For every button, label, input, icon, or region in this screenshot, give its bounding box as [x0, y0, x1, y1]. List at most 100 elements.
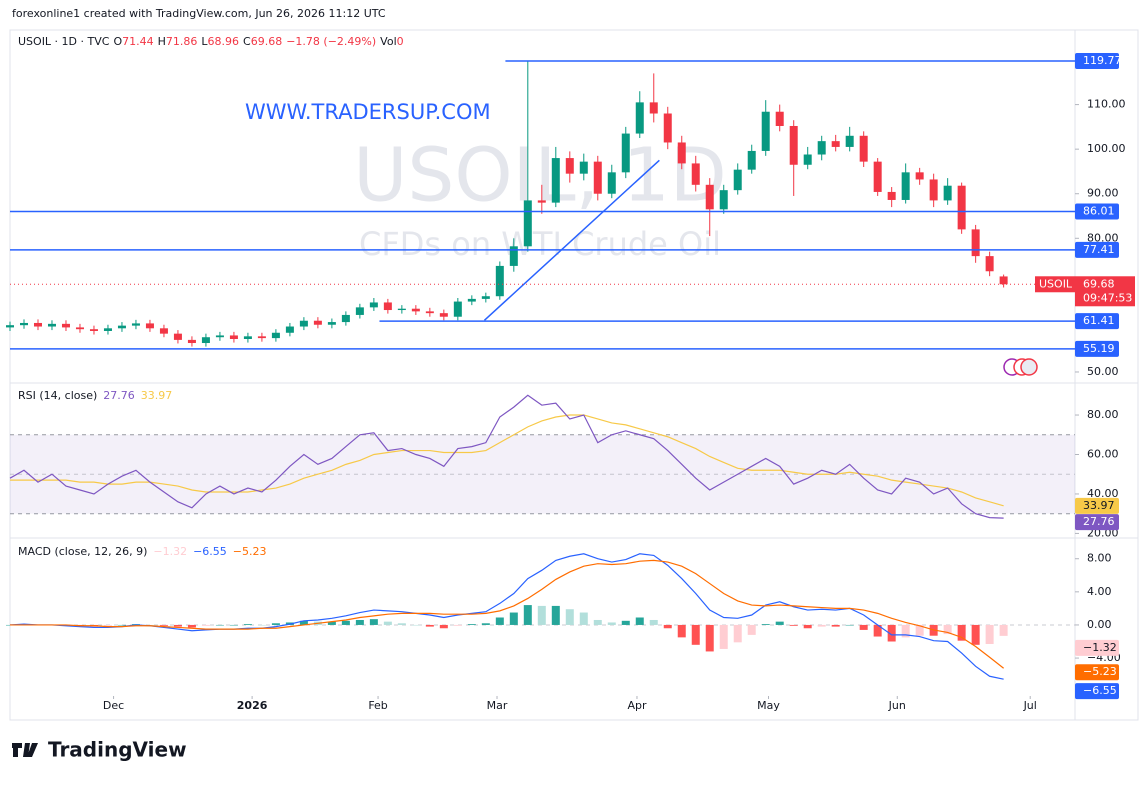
rsi-legend: RSI (14, close) 27.76 33.97 — [18, 389, 172, 402]
histogram-bar — [537, 605, 546, 625]
candle-body — [719, 190, 728, 210]
candle-body — [579, 161, 588, 174]
histogram-bar — [341, 620, 350, 625]
histogram-bar — [425, 624, 434, 627]
candle-body — [6, 325, 14, 328]
symbol: USOIL · 1D · TVC — [18, 35, 110, 48]
level-label: 77.41 — [1083, 243, 1115, 256]
h-label: H — [158, 35, 166, 48]
hist-badge: −1.32 — [1083, 641, 1117, 654]
candle-body — [383, 302, 392, 311]
histogram-bar — [579, 612, 588, 625]
histogram-bar — [173, 624, 182, 627]
candle-body — [89, 329, 98, 331]
y-tick-label: 110.00 — [1087, 98, 1126, 111]
level-label-bg — [1075, 340, 1119, 357]
candle-body — [33, 322, 42, 327]
candle-body — [103, 328, 112, 331]
level-label-bg — [1075, 53, 1119, 70]
candle-body — [117, 325, 126, 329]
candle-body — [551, 158, 560, 203]
x-tick-label: May — [757, 699, 780, 712]
histogram-bar — [495, 617, 504, 625]
watermark-description: CFDs on WTI Crude Oil — [359, 225, 721, 263]
histogram-bar — [873, 624, 882, 637]
candle-body — [523, 200, 532, 247]
vol-value: 0 — [397, 35, 404, 48]
histogram-bar — [159, 624, 168, 626]
candle-body — [495, 265, 504, 297]
annotation: WWW.TRADERSUP.COM — [245, 100, 491, 124]
trend-line — [483, 159, 660, 321]
macd-value: −6.55 — [193, 545, 227, 558]
histogram-bar — [705, 624, 714, 652]
candle-body — [243, 336, 252, 340]
histogram-bar — [803, 624, 812, 629]
histogram-bar — [467, 624, 476, 625]
histogram-bar — [663, 624, 672, 629]
histogram-bar — [257, 624, 266, 626]
candle-body — [957, 185, 966, 230]
rsi-ma-badge: 33.97 — [1083, 499, 1115, 512]
candle-body — [19, 322, 28, 326]
macd-title: MACD (close, 12, 26, 9) — [18, 545, 147, 558]
candle-body — [453, 301, 462, 317]
histogram-bar — [915, 624, 924, 636]
histogram-bar — [971, 624, 980, 645]
x-tick-label: Feb — [368, 699, 387, 712]
candle-body — [369, 302, 378, 308]
candle-body — [425, 311, 434, 314]
histogram-bar — [761, 624, 770, 625]
histogram-bar — [509, 612, 518, 625]
candle-body — [131, 323, 140, 326]
level-label: 119.77 — [1083, 54, 1122, 67]
y-tick-label: 60.00 — [1087, 447, 1119, 460]
candle-body — [705, 184, 714, 210]
y-tick-label: 90.00 — [1087, 187, 1119, 200]
candle-body — [411, 308, 420, 312]
candle-body — [649, 102, 658, 114]
candle-body — [75, 327, 84, 330]
histogram-bar — [523, 605, 532, 625]
candle-body — [663, 113, 672, 143]
symbol-tag: USOIL — [1039, 277, 1073, 290]
histogram-bar — [985, 624, 994, 644]
candle-body — [817, 141, 826, 155]
candle-body — [201, 337, 210, 344]
candle-body — [943, 185, 952, 201]
candle-body — [691, 163, 700, 185]
candle-body — [971, 229, 980, 257]
candle-body — [887, 191, 896, 200]
histogram-bar — [719, 624, 728, 649]
candle-body — [467, 298, 476, 302]
candle-body — [327, 322, 336, 325]
histogram-bar — [887, 624, 896, 642]
candle-body — [341, 314, 350, 323]
histogram-bar — [551, 605, 560, 625]
hist-badge-bg — [1075, 639, 1119, 656]
x-tick-label: Mar — [487, 699, 508, 712]
c-value: 69.68 — [251, 35, 283, 48]
candle-body — [747, 150, 756, 170]
y-tick-label: 0.00 — [1087, 618, 1112, 631]
histogram-bar — [117, 624, 126, 626]
candle-body — [397, 308, 406, 311]
x-tick-label: Apr — [627, 699, 647, 712]
candle-body — [873, 161, 882, 192]
histogram-bar — [747, 624, 756, 635]
histogram-bar — [369, 619, 378, 625]
histogram-bar — [733, 624, 742, 643]
legend: USOIL · 1D · TVC O71.44 H71.86 L68.96 C69.68… — [18, 35, 404, 48]
y-tick-label: 8.00 — [1087, 552, 1112, 565]
rsi-ma-badge-bg — [1075, 497, 1119, 514]
candle-body — [607, 172, 616, 194]
histogram-bar — [677, 624, 686, 638]
candle-body — [635, 102, 644, 134]
histogram-bar — [999, 624, 1008, 636]
level-label-bg — [1075, 313, 1119, 330]
candle-body — [775, 111, 784, 126]
candle-body — [901, 172, 910, 200]
rsi-ma-value: 33.97 — [141, 389, 173, 402]
candle-body — [999, 276, 1008, 285]
